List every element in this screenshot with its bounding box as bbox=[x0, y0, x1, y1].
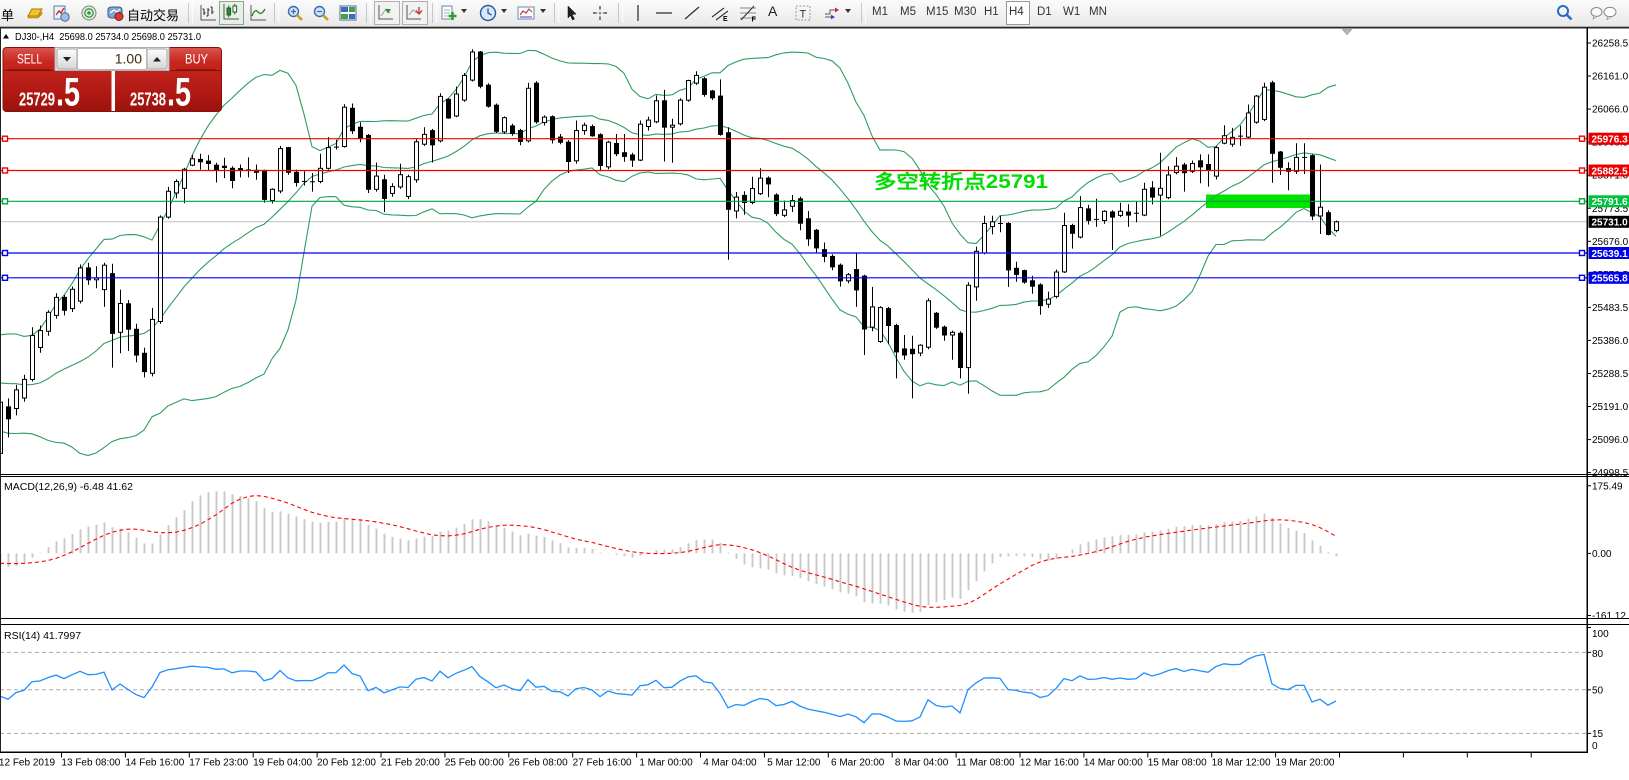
svg-text:25639.1: 25639.1 bbox=[1592, 249, 1629, 260]
svg-text:DJ30-,H4 25698.0 25734.0 2569: DJ30-,H4 25698.0 25734.0 25698.0 25731.0 bbox=[15, 31, 201, 43]
svg-text:0: 0 bbox=[1592, 741, 1598, 752]
svg-text:12 Feb 2019: 12 Feb 2019 bbox=[0, 758, 56, 769]
svg-text:26066.0: 26066.0 bbox=[1592, 105, 1629, 116]
svg-text:BUY: BUY bbox=[185, 51, 209, 67]
svg-text:0.00: 0.00 bbox=[1592, 549, 1612, 560]
svg-text:T: T bbox=[800, 9, 807, 21]
svg-text:1 Mar 00:00: 1 Mar 00:00 bbox=[639, 758, 693, 769]
svg-text:12 Mar 16:00: 12 Mar 16:00 bbox=[1020, 758, 1079, 769]
svg-text:4 Mar 04:00: 4 Mar 04:00 bbox=[703, 758, 757, 769]
svg-text:175.49: 175.49 bbox=[1592, 481, 1623, 492]
svg-text:8 Mar 04:00: 8 Mar 04:00 bbox=[895, 758, 949, 769]
svg-text:MACD(12,26,9) -6.48 41.62: MACD(12,26,9) -6.48 41.62 bbox=[4, 481, 133, 493]
svg-text:RSI(14) 41.7997: RSI(14) 41.7997 bbox=[4, 630, 81, 642]
svg-text:25288.5: 25288.5 bbox=[1592, 369, 1629, 380]
svg-text:25 Feb 00:00: 25 Feb 00:00 bbox=[445, 758, 504, 769]
svg-text:25676.0: 25676.0 bbox=[1592, 237, 1629, 248]
svg-text:11 Mar 08:00: 11 Mar 08:00 bbox=[956, 758, 1015, 769]
svg-text:13 Feb 08:00: 13 Feb 08:00 bbox=[61, 758, 120, 769]
svg-text:15: 15 bbox=[1592, 729, 1604, 740]
svg-text:21 Feb 20:00: 21 Feb 20:00 bbox=[381, 758, 440, 769]
svg-text:25191.0: 25191.0 bbox=[1592, 402, 1629, 413]
svg-text:SELL: SELL bbox=[17, 51, 42, 67]
svg-text:15 Mar 08:00: 15 Mar 08:00 bbox=[1148, 758, 1207, 769]
svg-text:25791.6: 25791.6 bbox=[1592, 197, 1629, 208]
svg-text:1.00: 1.00 bbox=[115, 51, 142, 67]
svg-text:26 Feb 08:00: 26 Feb 08:00 bbox=[509, 758, 568, 769]
svg-text:25976.3: 25976.3 bbox=[1592, 135, 1629, 146]
svg-text:80: 80 bbox=[1592, 649, 1604, 660]
svg-text:25565.8: 25565.8 bbox=[1592, 274, 1629, 285]
svg-text:.5: .5 bbox=[56, 71, 80, 115]
svg-text:F: F bbox=[752, 17, 757, 23]
svg-text:27 Feb 16:00: 27 Feb 16:00 bbox=[573, 758, 632, 769]
svg-text:17 Feb 23:00: 17 Feb 23:00 bbox=[189, 758, 248, 769]
svg-text:5 Mar 12:00: 5 Mar 12:00 bbox=[767, 758, 821, 769]
svg-text:19 Mar 20:00: 19 Mar 20:00 bbox=[1276, 758, 1335, 769]
svg-text:26258.5: 26258.5 bbox=[1592, 39, 1629, 50]
svg-text:25386.0: 25386.0 bbox=[1592, 336, 1629, 347]
svg-text:14 Feb 16:00: 14 Feb 16:00 bbox=[125, 758, 184, 769]
svg-text:6 Mar 20:00: 6 Mar 20:00 bbox=[831, 758, 885, 769]
svg-text:多空转折点25791: 多空转折点25791 bbox=[874, 170, 1048, 193]
svg-text:25483.5: 25483.5 bbox=[1592, 303, 1629, 314]
svg-text:-161.12: -161.12 bbox=[1592, 611, 1626, 622]
svg-text:25882.5: 25882.5 bbox=[1592, 166, 1629, 177]
svg-text:14 Mar 00:00: 14 Mar 00:00 bbox=[1084, 758, 1143, 769]
svg-text:50: 50 bbox=[1592, 685, 1604, 696]
svg-text:19 Feb 04:00: 19 Feb 04:00 bbox=[253, 758, 312, 769]
svg-text:25096.0: 25096.0 bbox=[1592, 435, 1629, 446]
svg-text:20 Feb 12:00: 20 Feb 12:00 bbox=[317, 758, 376, 769]
svg-text:25738: 25738 bbox=[130, 89, 166, 110]
svg-text:25729: 25729 bbox=[19, 89, 55, 110]
svg-text:25731.0: 25731.0 bbox=[1592, 218, 1629, 229]
svg-text:24998.5: 24998.5 bbox=[1592, 468, 1629, 479]
svg-text:26161.0: 26161.0 bbox=[1592, 72, 1629, 83]
svg-text:18 Mar 12:00: 18 Mar 12:00 bbox=[1212, 758, 1271, 769]
svg-text:.5: .5 bbox=[167, 71, 191, 115]
svg-text:E: E bbox=[723, 16, 728, 22]
svg-text:100: 100 bbox=[1592, 629, 1609, 640]
